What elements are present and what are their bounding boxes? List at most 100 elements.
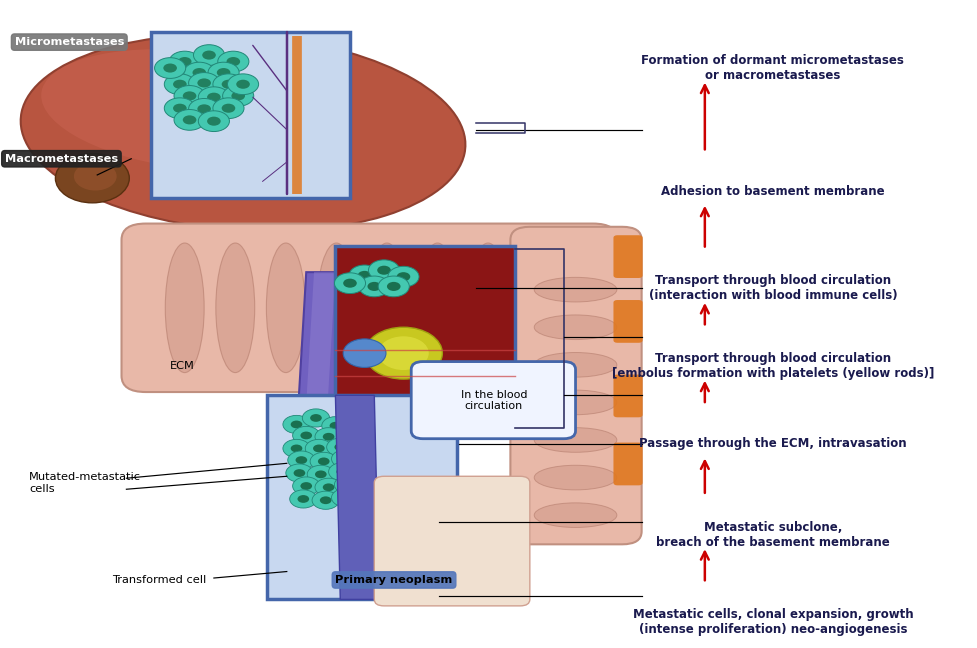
Circle shape <box>297 495 309 503</box>
Ellipse shape <box>519 243 558 373</box>
Circle shape <box>189 98 220 119</box>
Text: Transport through blood circulation
[embolus formation with platelets (yellow ro: Transport through blood circulation [emb… <box>611 352 933 380</box>
Circle shape <box>343 279 357 288</box>
Polygon shape <box>299 272 335 518</box>
Circle shape <box>315 470 326 478</box>
Circle shape <box>184 62 215 83</box>
Text: Primary neoplasm: Primary neoplasm <box>335 575 452 585</box>
Circle shape <box>192 68 206 77</box>
Text: Adhesion to basement membrane: Adhesion to basement membrane <box>660 185 884 198</box>
Circle shape <box>173 80 187 89</box>
Circle shape <box>322 433 334 441</box>
Circle shape <box>290 445 302 452</box>
Circle shape <box>207 117 221 126</box>
Circle shape <box>178 57 191 66</box>
Text: Macrometastases: Macrometastases <box>5 154 118 164</box>
Circle shape <box>173 104 187 113</box>
Circle shape <box>334 273 365 294</box>
Text: In the blood
circulation: In the blood circulation <box>460 389 527 411</box>
Circle shape <box>207 93 221 102</box>
Circle shape <box>208 62 239 83</box>
Circle shape <box>364 327 442 379</box>
FancyBboxPatch shape <box>613 375 642 417</box>
Circle shape <box>217 68 231 77</box>
Circle shape <box>343 339 386 367</box>
Circle shape <box>183 91 196 100</box>
Circle shape <box>307 465 334 483</box>
Circle shape <box>232 91 245 100</box>
Circle shape <box>368 260 400 281</box>
Circle shape <box>292 426 319 445</box>
FancyBboxPatch shape <box>335 246 515 399</box>
Circle shape <box>154 58 186 78</box>
Circle shape <box>397 272 409 281</box>
Circle shape <box>336 468 348 476</box>
Ellipse shape <box>317 243 356 373</box>
Circle shape <box>292 477 319 495</box>
Text: Transformed cell: Transformed cell <box>111 575 206 585</box>
Circle shape <box>313 445 324 452</box>
Circle shape <box>287 451 315 469</box>
Circle shape <box>300 432 312 439</box>
Circle shape <box>290 421 302 428</box>
Circle shape <box>326 438 354 456</box>
Circle shape <box>222 104 235 113</box>
Text: Metastatic cells, clonal expansion, growth
(intense proliferation) neo-angiogene: Metastatic cells, clonal expansion, grow… <box>632 608 913 636</box>
Circle shape <box>359 276 390 297</box>
FancyBboxPatch shape <box>613 443 642 485</box>
FancyBboxPatch shape <box>374 476 530 606</box>
Circle shape <box>377 266 391 275</box>
Circle shape <box>56 154 129 203</box>
Circle shape <box>223 86 253 106</box>
Text: Passage through the ECM, intravasation: Passage through the ECM, intravasation <box>638 437 906 450</box>
Circle shape <box>174 110 205 130</box>
Ellipse shape <box>165 243 204 373</box>
Circle shape <box>315 478 342 496</box>
Circle shape <box>342 481 354 489</box>
Ellipse shape <box>367 243 406 373</box>
Circle shape <box>310 414 321 422</box>
Ellipse shape <box>417 243 456 373</box>
Circle shape <box>367 282 381 291</box>
Polygon shape <box>291 272 350 518</box>
Circle shape <box>387 282 401 291</box>
FancyBboxPatch shape <box>121 224 616 392</box>
Circle shape <box>282 415 310 434</box>
Ellipse shape <box>21 34 465 231</box>
Circle shape <box>183 115 196 124</box>
Ellipse shape <box>468 243 507 373</box>
Circle shape <box>339 494 351 502</box>
Circle shape <box>198 111 230 132</box>
Circle shape <box>334 476 361 494</box>
Text: Mutated-metastatic
cells: Mutated-metastatic cells <box>29 472 141 494</box>
Circle shape <box>198 87 230 108</box>
Circle shape <box>293 469 305 477</box>
Circle shape <box>315 428 342 446</box>
Ellipse shape <box>216 243 254 373</box>
Circle shape <box>329 422 341 430</box>
Circle shape <box>328 463 356 481</box>
Circle shape <box>213 74 244 95</box>
Circle shape <box>197 104 211 113</box>
Circle shape <box>349 265 380 286</box>
Circle shape <box>213 98 244 119</box>
FancyBboxPatch shape <box>150 32 350 198</box>
Ellipse shape <box>266 243 305 373</box>
Text: Metastatic subclone,
breach of the basement membrane: Metastatic subclone, breach of the basem… <box>656 520 889 549</box>
Circle shape <box>282 439 310 457</box>
Circle shape <box>289 490 317 508</box>
Circle shape <box>164 98 195 119</box>
Circle shape <box>295 456 307 464</box>
Circle shape <box>331 489 359 507</box>
Circle shape <box>358 271 371 280</box>
Circle shape <box>227 57 240 66</box>
Ellipse shape <box>533 503 616 527</box>
Circle shape <box>331 450 359 468</box>
Circle shape <box>74 162 116 191</box>
Circle shape <box>169 51 200 72</box>
Circle shape <box>312 491 339 509</box>
Text: Transport through blood circulation
(interaction with blood immune cells): Transport through blood circulation (int… <box>648 274 896 303</box>
Circle shape <box>378 336 428 370</box>
Ellipse shape <box>533 315 616 340</box>
Text: ECM: ECM <box>170 361 194 371</box>
